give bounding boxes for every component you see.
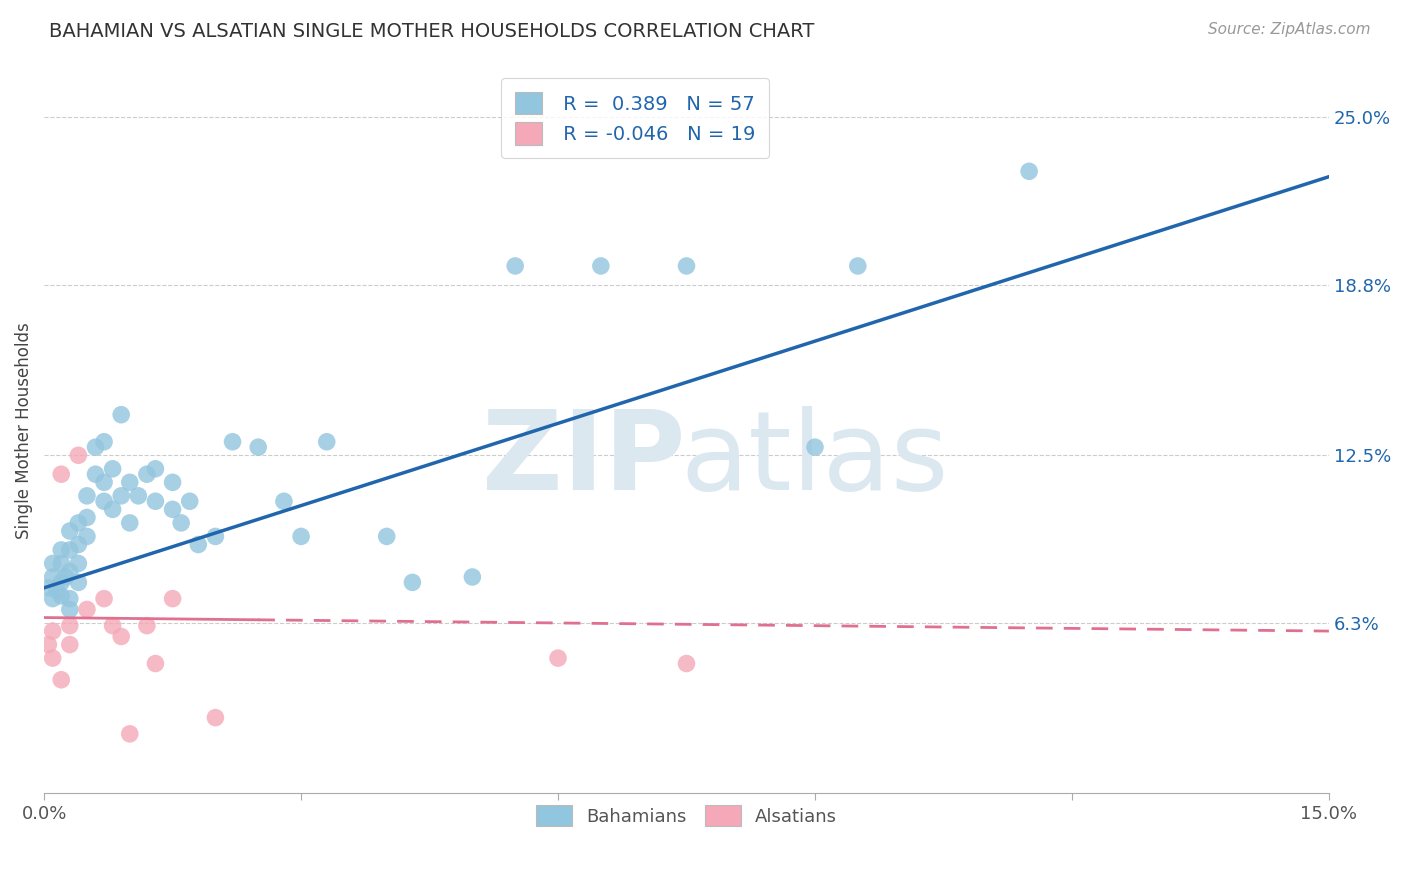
Point: [204, 711, 226, 725]
Point: [76, 510, 98, 524]
Point: [110, 630, 132, 644]
Point: [51, 543, 73, 558]
Text: Source: ZipAtlas.com: Source: ZipAtlas.com: [1208, 22, 1371, 37]
Point: [67, 448, 90, 462]
Point: [41, 624, 63, 638]
Point: [187, 537, 209, 551]
Point: [145, 494, 167, 508]
Point: [101, 618, 124, 632]
Point: [846, 259, 869, 273]
Point: [59, 602, 82, 616]
Point: [55, 570, 77, 584]
Point: [127, 489, 149, 503]
Y-axis label: Single Mother Households: Single Mother Households: [15, 323, 32, 540]
Point: [118, 727, 141, 741]
Text: ZIP: ZIP: [482, 407, 685, 514]
Point: [41, 651, 63, 665]
Point: [145, 462, 167, 476]
Point: [101, 462, 124, 476]
Point: [76, 489, 98, 503]
Point: [589, 259, 612, 273]
Point: [84, 440, 107, 454]
Legend: Bahamians, Alsatians: Bahamians, Alsatians: [527, 797, 846, 835]
Point: [162, 475, 184, 490]
Point: [290, 529, 312, 543]
Point: [67, 557, 90, 571]
Point: [84, 467, 107, 482]
Point: [461, 570, 484, 584]
Point: [59, 565, 82, 579]
Text: atlas: atlas: [681, 407, 949, 514]
Point: [675, 657, 697, 671]
Point: [179, 494, 201, 508]
Point: [51, 673, 73, 687]
Point: [273, 494, 295, 508]
Point: [247, 440, 270, 454]
Point: [675, 259, 697, 273]
Point: [401, 575, 423, 590]
Point: [51, 557, 73, 571]
Point: [37, 638, 59, 652]
Point: [375, 529, 398, 543]
Point: [41, 557, 63, 571]
Point: [67, 537, 90, 551]
Point: [67, 516, 90, 530]
Point: [170, 516, 193, 530]
Point: [59, 524, 82, 538]
Point: [76, 529, 98, 543]
Point: [503, 259, 526, 273]
Point: [101, 502, 124, 516]
Point: [145, 657, 167, 671]
Point: [93, 591, 115, 606]
Point: [547, 651, 569, 665]
Point: [118, 475, 141, 490]
Point: [804, 440, 827, 454]
Point: [51, 575, 73, 590]
Point: [59, 591, 82, 606]
Point: [110, 489, 132, 503]
Point: [59, 543, 82, 558]
Point: [41, 570, 63, 584]
Point: [204, 529, 226, 543]
Point: [93, 494, 115, 508]
Point: [110, 408, 132, 422]
Text: BAHAMIAN VS ALSATIAN SINGLE MOTHER HOUSEHOLDS CORRELATION CHART: BAHAMIAN VS ALSATIAN SINGLE MOTHER HOUSE…: [49, 22, 814, 41]
Point: [51, 467, 73, 482]
Point: [76, 602, 98, 616]
Point: [1018, 164, 1040, 178]
Point: [51, 589, 73, 603]
Point: [93, 475, 115, 490]
Point: [37, 581, 59, 595]
Point: [135, 618, 157, 632]
Point: [118, 516, 141, 530]
Point: [315, 434, 337, 449]
Point: [162, 591, 184, 606]
Point: [93, 434, 115, 449]
Point: [59, 638, 82, 652]
Point: [162, 502, 184, 516]
Point: [46, 583, 69, 598]
Point: [135, 467, 157, 482]
Point: [221, 434, 243, 449]
Point: [59, 618, 82, 632]
Point: [67, 575, 90, 590]
Point: [41, 591, 63, 606]
